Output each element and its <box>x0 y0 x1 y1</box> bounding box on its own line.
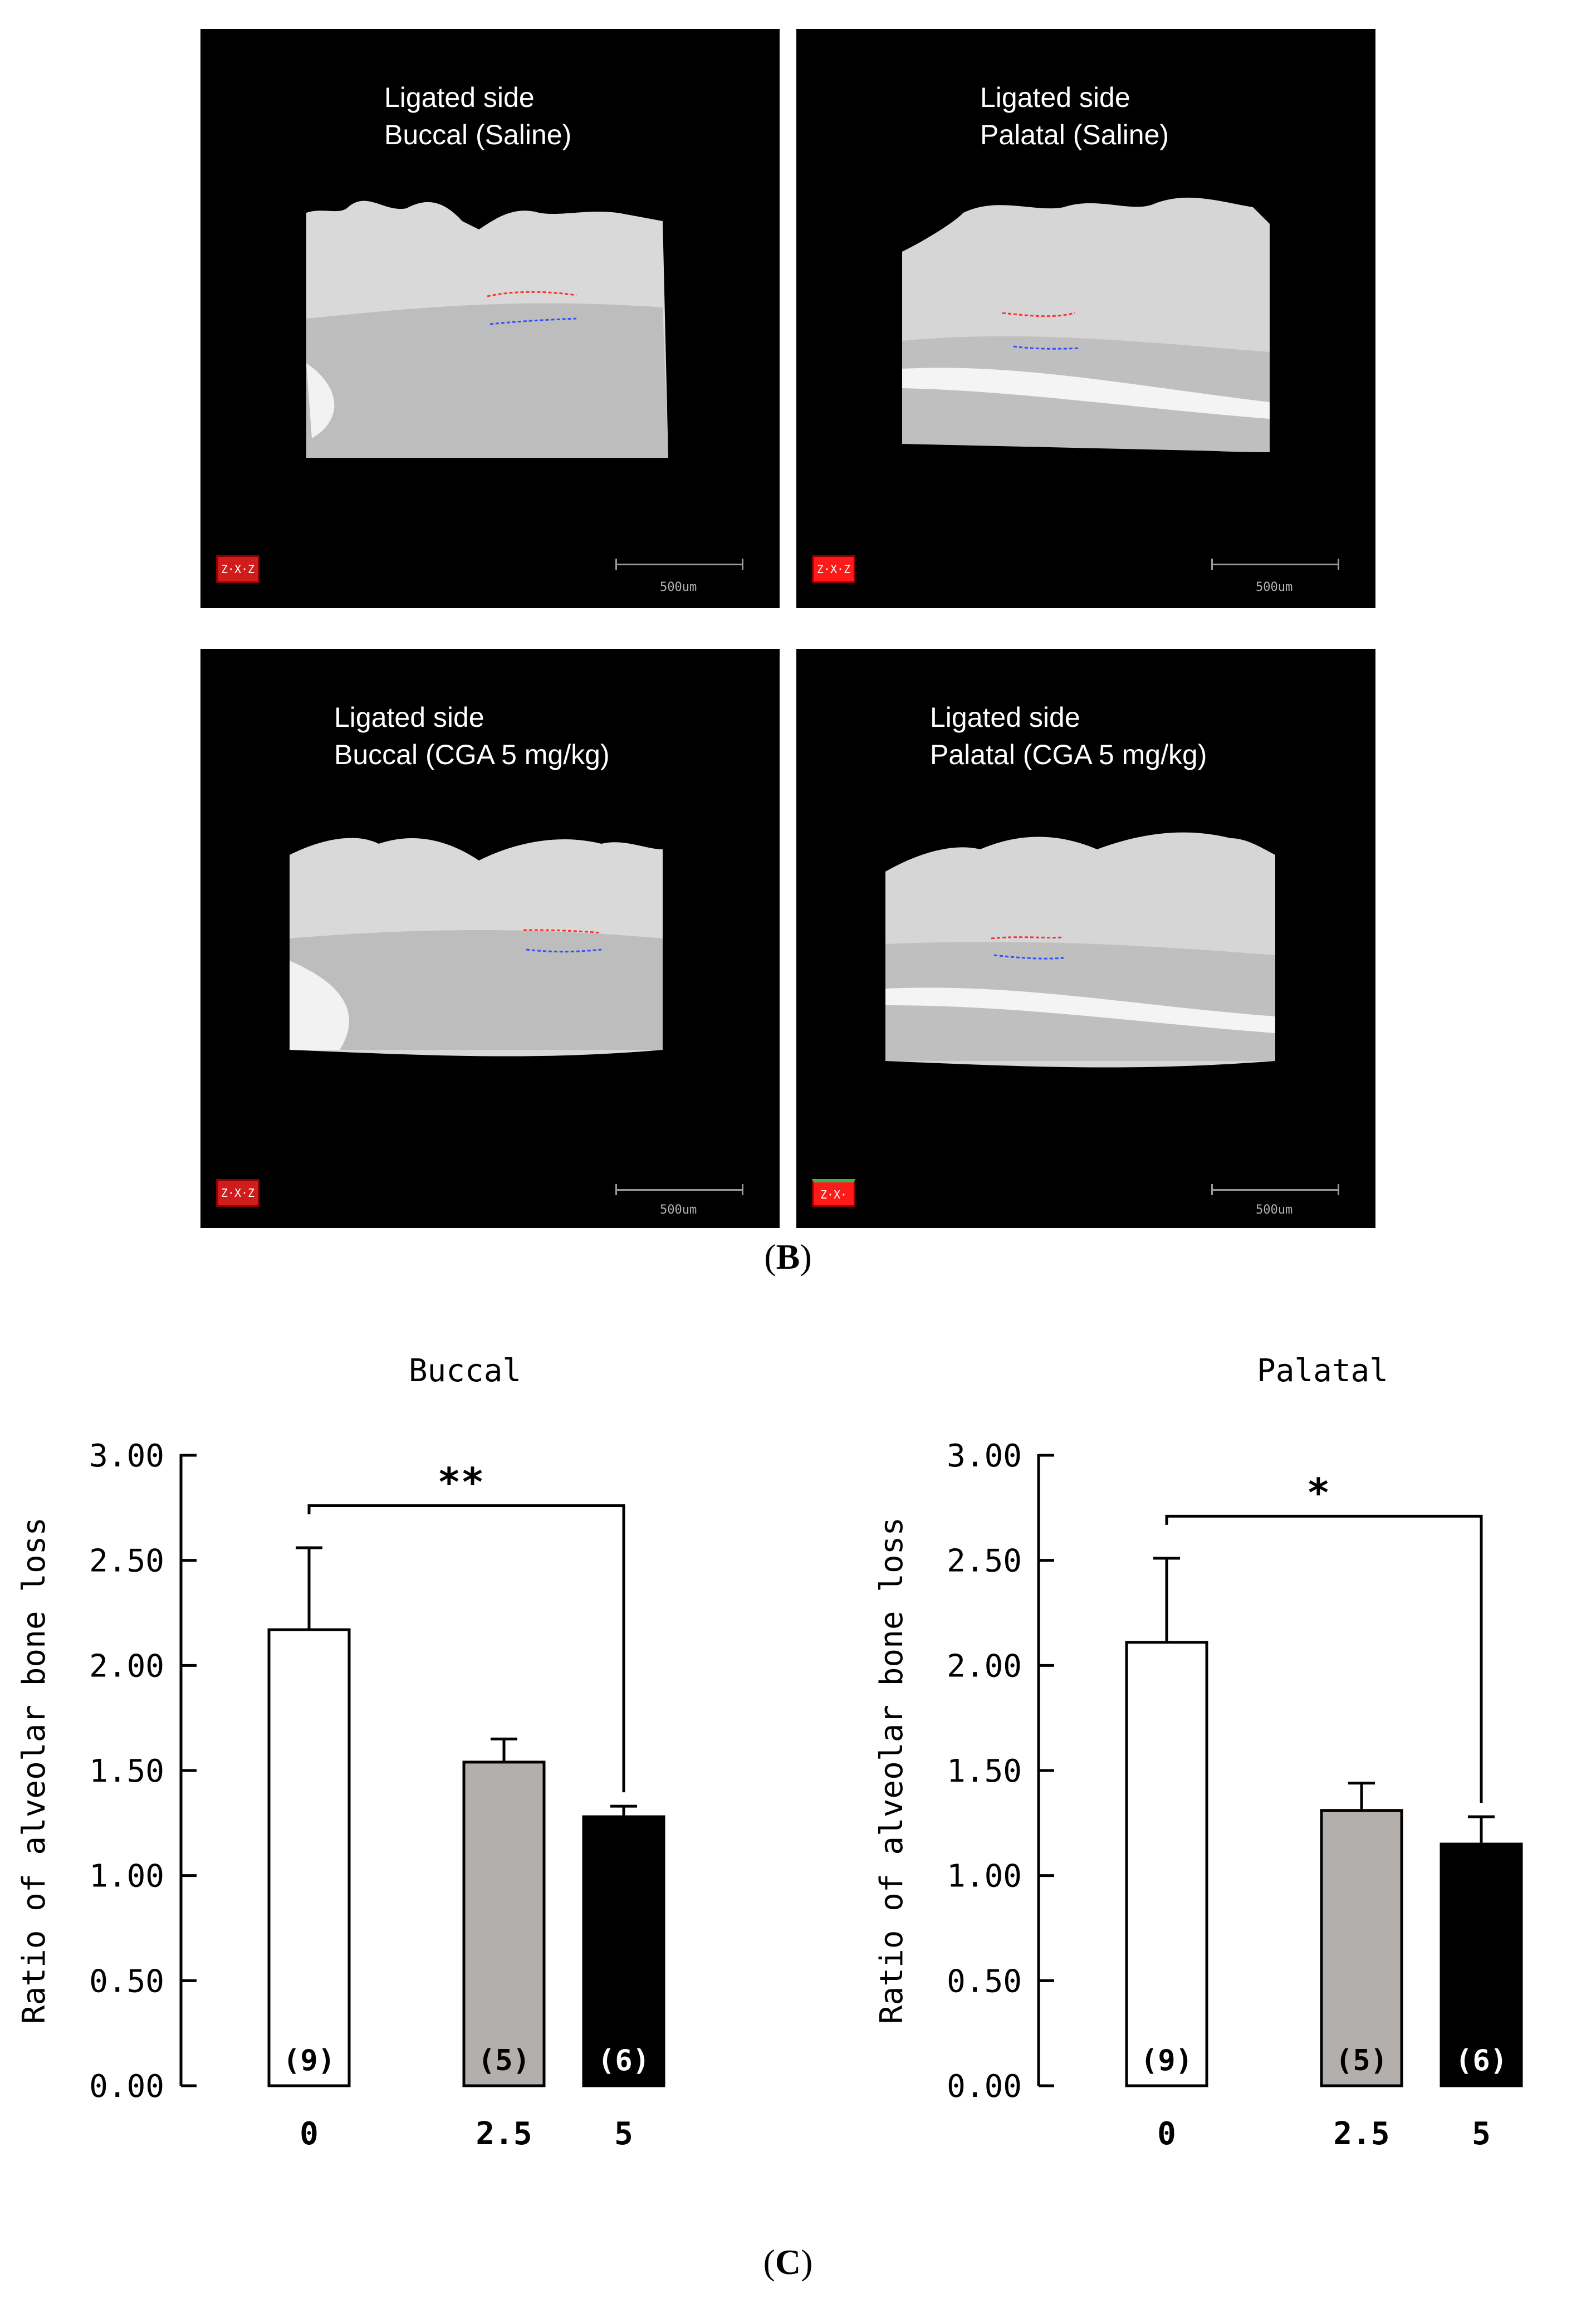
y-tick-label: 0.00 <box>947 2068 1022 2105</box>
x-tick-label: 5 <box>614 2116 633 2152</box>
y-axis-label: Ratio of alveolar bone loss <box>16 1517 52 2024</box>
orientation-widget: Z·X·Z <box>216 555 260 583</box>
tooth-render <box>902 197 1270 452</box>
orientation-widget: Z·X·Z <box>812 555 855 583</box>
scale-label: 500um <box>1256 580 1293 594</box>
scale-label: 500um <box>660 1203 697 1217</box>
ct-panel-buccal-cga: Ligated side Buccal (CGA 5 mg/kg) Z·X·Z … <box>200 649 780 1228</box>
panel-label: Ligated side Buccal (CGA 5 mg/kg) <box>334 702 610 770</box>
x-tick-label: 5 <box>1472 2116 1491 2152</box>
orientation-widget: Z·X· <box>812 1179 855 1207</box>
n-label: (6) <box>598 2044 650 2077</box>
y-tick-label: 3.00 <box>89 1438 164 1474</box>
chart-buccal: Buccal0.000.501.001.502.002.503.00Ratio … <box>16 1353 665 2152</box>
tooth-render <box>290 838 663 1057</box>
ct-panel-buccal-saline: Ligated side Buccal (Saline) Z·X·Z 500um <box>200 29 780 608</box>
y-tick-label: 2.50 <box>947 1543 1022 1579</box>
significance-bracket <box>1165 1514 1483 1803</box>
panel-letter-c: (C) <box>763 2242 813 2282</box>
y-tick-label: 1.50 <box>947 1753 1022 1789</box>
x-tick-label: 0 <box>300 2116 319 2152</box>
n-label: (9) <box>283 2044 335 2077</box>
y-tick-label: 2.00 <box>89 1648 164 1684</box>
panel-label: Ligated side Buccal (Saline) <box>384 82 572 150</box>
scale-label: 500um <box>1256 1203 1293 1217</box>
significance-label: * <box>1306 1470 1330 1515</box>
tooth-render <box>306 200 668 458</box>
y-tick-label: 3.00 <box>947 1438 1022 1474</box>
y-tick-label: 1.00 <box>89 1859 164 1895</box>
n-label: (6) <box>1455 2044 1507 2077</box>
ct-panel-palatal-cga: Ligated side Palatal (CGA 5 mg/kg) Z·X· … <box>796 649 1375 1228</box>
scale-bar <box>615 559 743 570</box>
scale-bar <box>1211 559 1339 570</box>
n-label: (5) <box>1335 2044 1388 2077</box>
chart-palatal: Palatal0.000.501.001.502.002.503.00Ratio… <box>874 1353 1523 2152</box>
n-label: (5) <box>478 2044 530 2077</box>
y-tick-label: 0.50 <box>947 1963 1022 1999</box>
y-axis-label: Ratio of alveolar bone loss <box>874 1517 910 2024</box>
bar <box>582 1815 665 2087</box>
tooth-render <box>885 832 1275 1068</box>
panel-label: Ligated side Palatal (Saline) <box>980 82 1169 150</box>
chart-title: Buccal <box>409 1353 521 1389</box>
bar <box>1125 1641 1208 2087</box>
x-tick-label: 0 <box>1157 2116 1176 2152</box>
orientation-widget: Z·X·Z <box>216 1179 260 1207</box>
y-tick-label: 1.00 <box>947 1859 1022 1895</box>
panel-letter-b: (B) <box>764 1237 812 1277</box>
panel-label: Ligated side Palatal (CGA 5 mg/kg) <box>930 702 1207 770</box>
bar <box>1440 1842 1523 2087</box>
x-tick-label: 2.5 <box>1333 2116 1389 2152</box>
significance-bracket <box>307 1504 625 1793</box>
bar <box>1320 1809 1403 2087</box>
chart-title: Palatal <box>1257 1353 1388 1389</box>
x-tick-label: 2.5 <box>476 2116 532 2152</box>
n-label: (9) <box>1140 2044 1193 2077</box>
scale-bar <box>1211 1184 1339 1195</box>
significance-label: ** <box>437 1460 484 1505</box>
bar <box>267 1628 351 2087</box>
scale-bar <box>615 1184 743 1195</box>
y-tick-label: 2.50 <box>89 1543 164 1579</box>
y-tick-label: 1.50 <box>89 1753 164 1789</box>
bar <box>462 1760 546 2087</box>
ct-panel-palatal-saline: Ligated side Palatal (Saline) Z·X·Z 500u… <box>796 29 1375 608</box>
scale-label: 500um <box>660 580 697 594</box>
y-tick-label: 0.50 <box>89 1963 164 1999</box>
y-tick-label: 0.00 <box>89 2068 164 2105</box>
y-tick-label: 2.00 <box>947 1648 1022 1684</box>
